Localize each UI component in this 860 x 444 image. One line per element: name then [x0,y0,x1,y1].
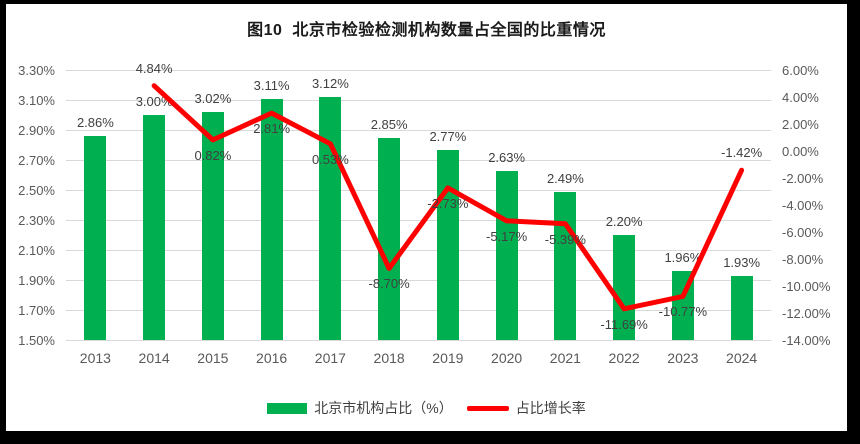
bar-series-swatch-icon [267,402,308,414]
line-data-label: -8.70% [368,276,410,292]
right-axis-tick-label: -4.00% [782,197,824,213]
left-axis-tick-label: 2.10% [18,242,55,258]
gridline [66,69,771,71]
line-data-label: -5.17% [486,228,528,244]
bar-2014 [143,115,166,340]
gridline [66,309,771,311]
line-data-label: 4.84% [135,60,173,76]
left-axis-tick-label: 2.70% [18,152,55,168]
gridline [66,219,771,221]
plot-area: 3.30% 3.10% 2.90% 2.70% 2.50% 2.30% 2.10% 1.90%… [6,4,847,431]
x-axis-category-label: 2024 [726,350,758,366]
right-axis-tick-label: -12.00% [782,305,831,321]
gridline [66,279,771,281]
x-axis-category-label: 2015 [197,350,229,366]
bar-data-label: 2.49% [546,170,584,186]
x-axis-category-label: 2016 [256,350,288,366]
gridline [66,249,771,251]
gridline [66,339,771,341]
growth-rate-line [151,83,745,312]
bar-2013 [84,136,107,340]
right-axis-tick-label: -10.00% [782,278,831,294]
bar-data-label: 1.93% [723,254,761,270]
line-data-label: -5.39% [544,231,586,247]
bar-data-label: 1.96% [664,250,702,265]
bar-2016 [260,98,283,340]
right-axis-tick-label: 4.00% [782,89,819,105]
left-axis-tick-label: 1.70% [18,302,55,318]
legend-label-line-series: 占比增长率 [515,400,586,416]
gridline [66,129,771,131]
x-axis-category-label: 2014 [138,350,170,366]
x-axis-category-label: 2022 [608,350,640,366]
right-axis-tick-label: -14.00% [782,332,831,348]
legend: 北京市机构占比（%） 占比增长率 [6,396,847,420]
bar-data-label: 2.86% [76,115,114,130]
right-axis-tick-label: -6.00% [782,224,824,240]
right-axis-tick-label: 0.00% [782,143,819,159]
chart-surface: 图10 北京市检验检测机构数量占全国的比重情况 3.30% 3.10% 2.90% 2… [6,4,847,431]
bar-data-label: 3.02% [194,91,232,106]
right-axis-tick-label: -8.00% [782,251,824,267]
x-axis-category-label: 2017 [314,350,346,366]
gridline [66,99,771,101]
gridline [66,159,771,161]
line-data-label: -2.73% [427,195,469,211]
legend-item-line-series: 占比增长率 [466,398,586,418]
right-axis-tick-label: 2.00% [782,116,819,132]
bar-2018 [378,137,401,340]
bar-data-label: 2.85% [370,116,408,132]
legend-label-bar-series: 北京市机构占比（%） [314,400,453,416]
bar-2015 [201,112,224,340]
x-axis-category-label: 2013 [79,350,111,366]
bar-data-label: 2.63% [488,149,526,165]
line-data-label: -11.69% [600,316,648,332]
bar-data-label: 3.12% [311,76,349,91]
left-axis-tick-label: 1.90% [18,272,55,288]
left-axis-tick-label: 3.10% [18,92,55,108]
line-data-label: -10.77% [658,304,708,320]
line-data-label: 0.82% [194,147,232,163]
legend-item-bar-series: 北京市机构占比（%） [267,398,453,418]
bar-2024 [730,275,753,340]
bar-data-label: 2.20% [605,214,643,229]
line-series-swatch-icon [466,405,509,411]
left-axis-tick-label: 2.50% [18,182,55,198]
right-axis-tick-label: 6.00% [782,62,819,78]
growth-rate-polyline [151,83,745,312]
gridline [66,189,771,191]
line-data-label: -1.42% [721,145,763,161]
left-axis-tick-label: 1.50% [18,332,55,348]
bar-data-label: 2.77% [429,128,467,144]
x-axis-category-label: 2019 [432,350,464,366]
bar-data-label: 3.00% [135,94,173,109]
right-axis-tick-label: -2.00% [782,170,824,186]
bar-2022 [613,235,636,340]
line-data-label: 0.53% [311,151,349,167]
x-axis-category-label: 2018 [373,350,405,366]
left-axis-tick-label: 3.30% [18,62,55,78]
x-axis-category-label: 2021 [549,350,581,366]
bar-data-label: 3.11% [253,77,290,93]
line-data-label: 2.81% [253,121,291,137]
x-axis-category-label: 2023 [667,350,699,366]
left-axis-tick-label: 2.90% [18,122,55,138]
chart-title: 图10 北京市检验检测机构数量占全国的比重情况 [247,22,606,39]
bar-2020 [495,170,518,340]
left-axis-tick-label: 2.30% [18,212,55,228]
x-axis-category-label: 2020 [491,350,523,366]
